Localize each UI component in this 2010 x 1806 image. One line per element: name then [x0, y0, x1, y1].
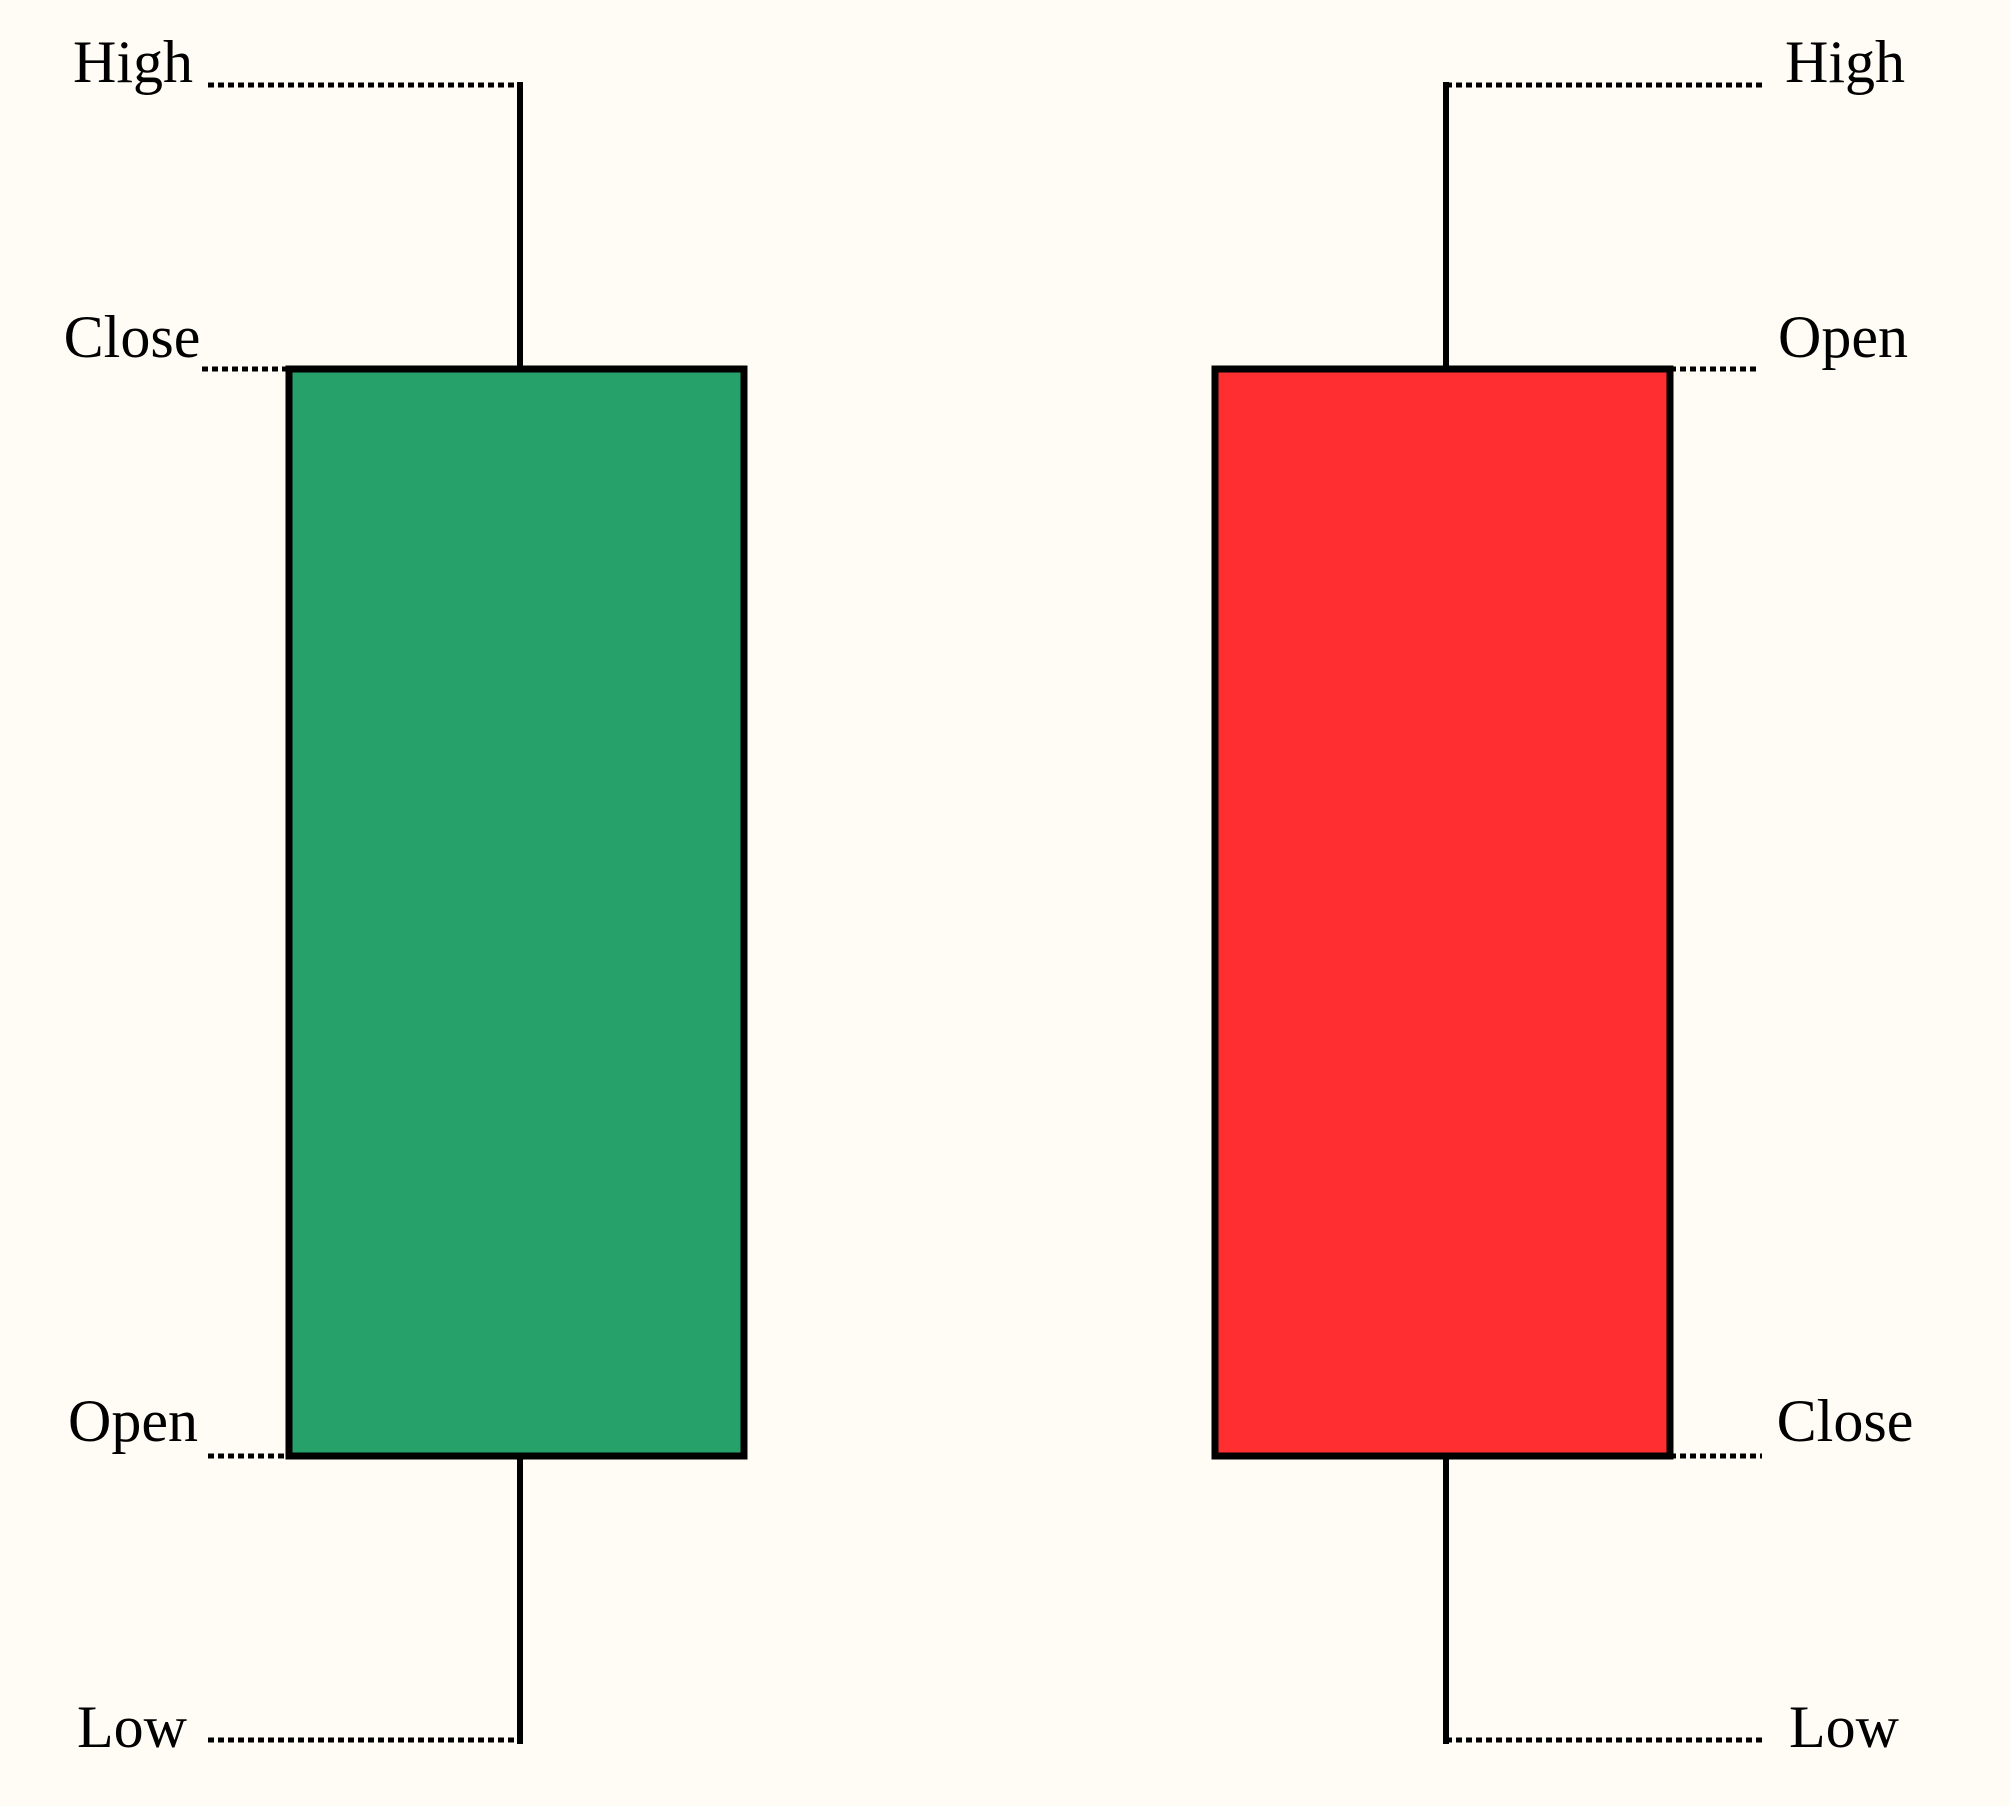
bearish-close-label: Close	[1777, 1388, 1914, 1454]
bullish-high-label: High	[73, 29, 193, 95]
bearish-high-label: High	[1785, 29, 1905, 95]
bullish-candle-body	[285, 365, 748, 1460]
bearish-low-label: Low	[1789, 1694, 1900, 1760]
bearish-candle-body	[1211, 365, 1674, 1460]
bearish-open-label: Open	[1778, 304, 1908, 370]
bullish-close-label: Close	[64, 304, 201, 370]
bullish-open-label: Open	[68, 1388, 198, 1454]
bearish-candle: High Open Close Low	[1211, 29, 1914, 1760]
bullish-candle: High Close Open Low	[64, 29, 748, 1760]
bullish-low-label: Low	[77, 1694, 188, 1760]
